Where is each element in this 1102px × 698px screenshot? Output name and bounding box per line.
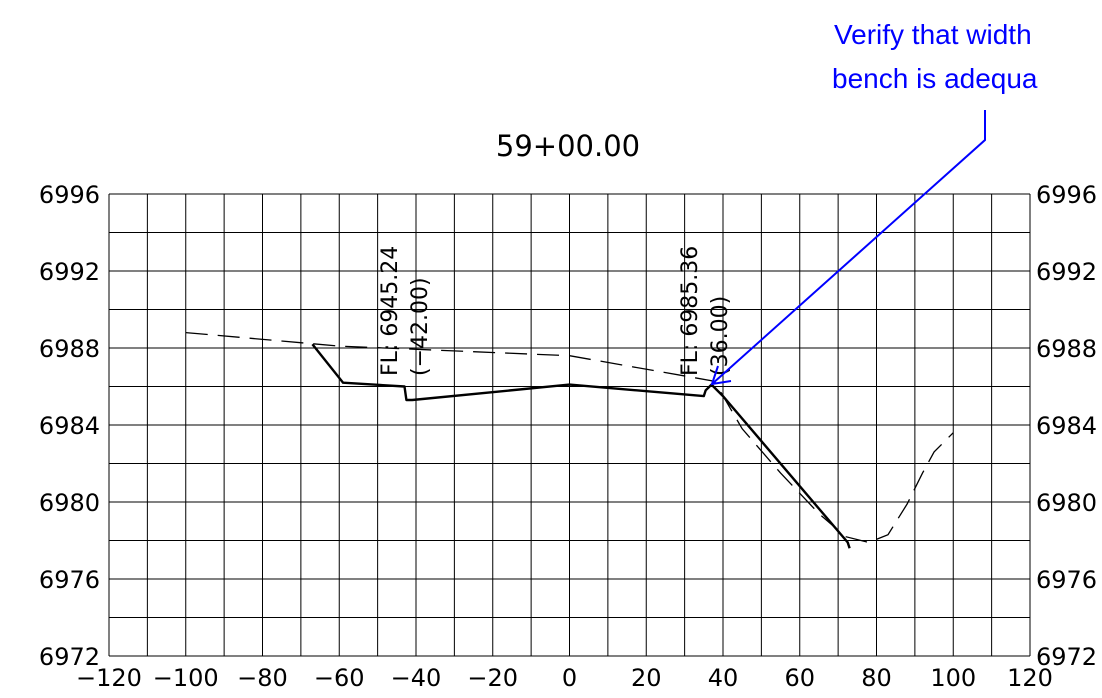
- x-tick-label: 80: [861, 664, 892, 692]
- x-tick-label: −40: [391, 664, 442, 692]
- grid: [108, 193, 1031, 657]
- y-tick-label-right: 6988: [1036, 335, 1097, 363]
- x-tick-label: 100: [930, 664, 976, 692]
- x-axis-labels: −120 −100 −80 −60 −40 −20 0 20 40 60 80 100 120: [76, 664, 1053, 692]
- x-tick-label: 120: [1007, 664, 1053, 692]
- y-tick-label-left: 6976: [39, 566, 100, 594]
- x-tick-label: −120: [76, 664, 142, 692]
- x-tick-label: 40: [708, 664, 739, 692]
- y-tick-label-right: 6992: [1036, 258, 1097, 286]
- y-tick-label-right: 6976: [1036, 566, 1097, 594]
- arrowhead-icon: [710, 365, 732, 386]
- y-tick-label-left: 6988: [39, 335, 100, 363]
- y-tick-label-right: 6980: [1036, 489, 1097, 517]
- x-tick-label: −60: [314, 664, 365, 692]
- x-tick-label: 0: [562, 664, 577, 692]
- y-tick-label-left: 6984: [39, 412, 100, 440]
- proposed-grade-line: [311, 343, 851, 549]
- y-tick-label-left: 6996: [39, 181, 100, 209]
- x-tick-label: 60: [784, 664, 815, 692]
- note-line-1: Verify that width: [834, 19, 1032, 50]
- note-line-2: bench is adequa: [832, 63, 1038, 94]
- y-tick-label-right: 6972: [1036, 643, 1097, 671]
- leader-line: [711, 110, 986, 385]
- station-title: 59+00.00: [496, 129, 640, 163]
- existing-ground-line: [185, 331, 954, 544]
- y-tick-label-left: 6992: [39, 258, 100, 286]
- flowline-offset-left: (−42.00): [408, 277, 433, 376]
- x-tick-label: −80: [237, 664, 288, 692]
- profile-lines: [185, 331, 954, 549]
- flowline-label-left: FL: 6945.24: [378, 246, 403, 376]
- x-tick-label: −20: [467, 664, 518, 692]
- x-tick-label: 20: [631, 664, 662, 692]
- y-axis-left-labels: 6996 6992 6988 6984 6980 6976 6972: [39, 181, 100, 671]
- flowline-label-right: FL: 6985.36: [678, 246, 703, 376]
- flowline-offset-right: (36.00): [708, 296, 733, 376]
- y-axis-right-labels: 6996 6992 6988 6984 6980 6976 6972: [1036, 181, 1097, 671]
- y-tick-label-left: 6972: [39, 643, 100, 671]
- x-tick-label: −100: [153, 664, 219, 692]
- y-tick-label-right: 6984: [1036, 412, 1097, 440]
- y-tick-label-right: 6996: [1036, 181, 1097, 209]
- y-tick-label-left: 6980: [39, 489, 100, 517]
